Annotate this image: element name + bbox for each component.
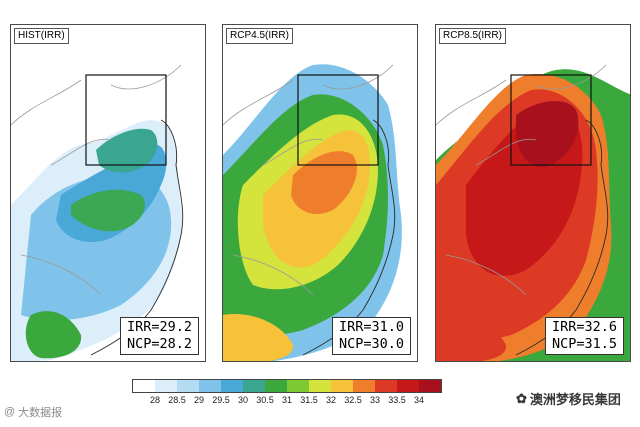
panel-title: HIST(IRR) (14, 28, 69, 44)
colorbar-swatch (419, 380, 441, 392)
colorbar-swatch (243, 380, 265, 392)
map-panel-hist: HIST(IRR) IRR=29.2 NCP=28.2 (10, 24, 206, 362)
colorbar-tick-label: 31 (281, 395, 293, 405)
colorbar-tick-label: 29 (193, 395, 205, 405)
colorbar-tick-label: 29.5 (212, 395, 230, 405)
colorbar-swatch (265, 380, 287, 392)
map-panel-rcp85: RCP8.5(IRR) IRR=32.6 NCP=31.5 (435, 24, 631, 362)
panel-title: RCP4.5(IRR) (226, 28, 293, 44)
colorbar (132, 379, 442, 393)
watermark-left-text: 大数据报 (18, 407, 63, 419)
map-rcp45 (223, 25, 417, 361)
colorbar-tick-label: 30.5 (256, 395, 274, 405)
temperature-stats: IRR=31.0 NCP=30.0 (331, 317, 411, 355)
colorbar-swatch (331, 380, 353, 392)
watermark-right-text: 澳洲梦移民集团 (529, 392, 621, 407)
colorbar-tick-label: 28 (149, 395, 161, 405)
colorbar-swatch (155, 380, 177, 392)
watermark-right: ✿ 澳洲梦移民集团 (516, 389, 621, 408)
colorbar-tick-label: 28.5 (168, 395, 186, 405)
colorbar-tick-label: 34 (413, 395, 425, 405)
colorbar-tick-label: 30 (237, 395, 249, 405)
temperature-stats: IRR=29.2 NCP=28.2 (119, 317, 199, 355)
irr-value: IRR=29.2 (126, 319, 192, 335)
weibo-icon: @ (4, 406, 16, 418)
map-hist (11, 25, 205, 361)
colorbar-tick-label: 32 (325, 395, 337, 405)
colorbar-swatch (353, 380, 375, 392)
temperature-stats: IRR=32.6 NCP=31.5 (544, 317, 624, 355)
colorbar-tick-label: 31.5 (300, 395, 318, 405)
colorbar-swatch (309, 380, 331, 392)
colorbar-swatch (133, 380, 155, 392)
colorbar-tick-label: 32.5 (344, 395, 362, 405)
colorbar-swatch (199, 380, 221, 392)
colorbar-swatch (397, 380, 419, 392)
ncp-value: NCP=30.0 (338, 336, 404, 352)
colorbar-swatch (177, 380, 199, 392)
ncp-value: NCP=28.2 (126, 336, 192, 352)
colorbar-tick-label: 33 (369, 395, 381, 405)
wechat-icon: ✿ (516, 390, 527, 406)
irr-value: IRR=31.0 (338, 319, 404, 335)
map-panel-rcp45: RCP4.5(IRR) IRR=31.0 NCP=30.0 (222, 24, 418, 362)
colorbar-tick-label: 33.5 (388, 395, 406, 405)
colorbar-swatch (375, 380, 397, 392)
watermark-left: @ 大数据报 (4, 404, 62, 420)
panel-title: RCP8.5(IRR) (439, 28, 506, 44)
map-rcp85 (436, 25, 630, 361)
irr-value: IRR=32.6 (551, 319, 617, 335)
colorbar-swatch (221, 380, 243, 392)
colorbar-swatch (287, 380, 309, 392)
ncp-value: NCP=31.5 (551, 336, 617, 352)
